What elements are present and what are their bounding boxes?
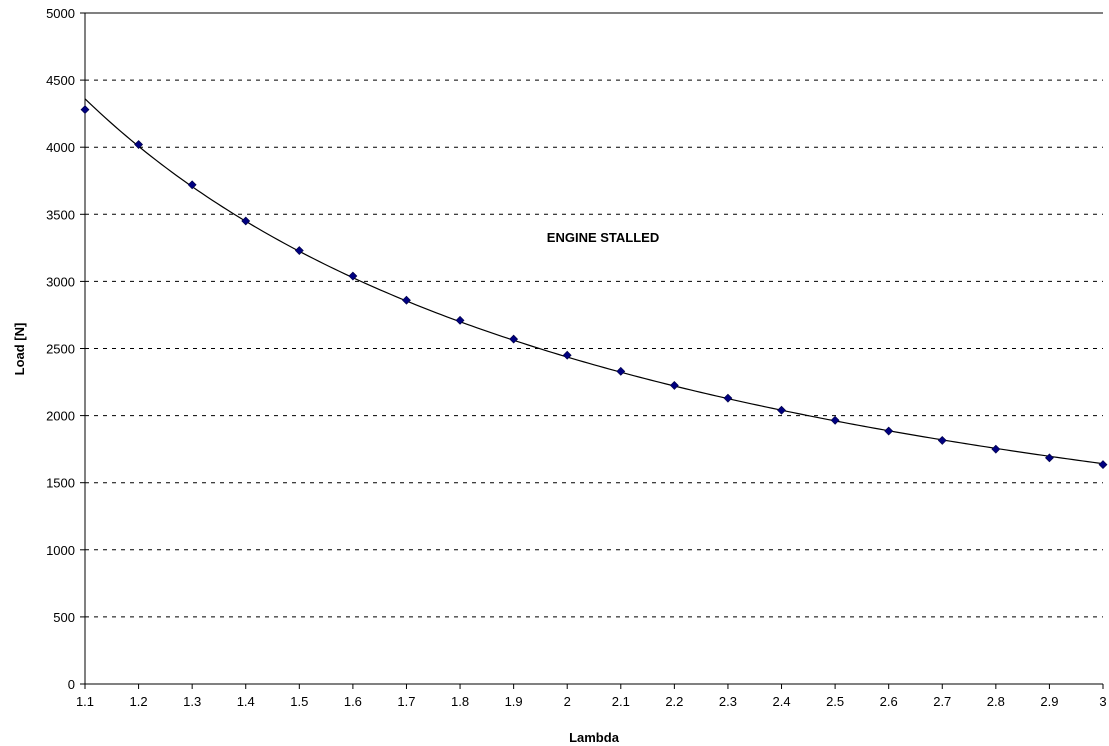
- ticks-layer: 0 500 1000 1500 2000 2500 3000 3500 4000 4500 5000…: [46, 6, 1107, 709]
- y-tick-label: 4000: [46, 140, 75, 155]
- data-point-marker: [669, 380, 679, 390]
- data-point-marker: [723, 393, 733, 403]
- data-point-marker: [616, 366, 626, 376]
- data-point-marker: [294, 246, 304, 255]
- data-point-marker: [937, 436, 947, 445]
- data-point-marker: [991, 444, 1001, 454]
- y-tick-label: 500: [53, 610, 75, 625]
- x-tick-label: 2.6: [880, 694, 898, 709]
- data-point-marker: [777, 405, 786, 415]
- y-tick-label: 1000: [46, 543, 75, 558]
- x-tick-label: 1.9: [505, 694, 523, 709]
- y-axis-title: Load [N]: [12, 323, 27, 376]
- y-tick-label: 3500: [46, 207, 75, 222]
- data-point-marker: [1098, 460, 1108, 470]
- x-tick-label: 3: [1099, 694, 1106, 709]
- data-point-marker: [562, 350, 572, 360]
- x-axis-title: Lambda: [569, 730, 620, 745]
- x-tick-label: 2.8: [987, 694, 1005, 709]
- y-tick-label: 2500: [46, 342, 75, 357]
- x-tick-label: 2.3: [719, 694, 737, 709]
- x-tick-label: 2.4: [772, 694, 790, 709]
- grid-layer: [85, 12, 1103, 618]
- data-point-marker: [830, 415, 840, 425]
- x-tick-label: 1.4: [237, 694, 255, 709]
- y-tick-label: 1500: [46, 476, 75, 491]
- y-tick-label: 3000: [46, 274, 75, 289]
- data-point-marker: [348, 271, 358, 281]
- y-tick-label: 0: [68, 677, 75, 692]
- data-point-marker: [241, 216, 251, 226]
- x-tick-label: 1.1: [76, 694, 94, 709]
- x-tick-label: 1.2: [130, 694, 148, 709]
- x-tick-label: 2.1: [612, 694, 630, 709]
- data-point-marker: [509, 334, 519, 344]
- power-trendline: [84, 98, 1104, 465]
- data-point-marker: [455, 315, 465, 325]
- x-tick-label: 2.2: [665, 694, 683, 709]
- y-tick-label: 5000: [46, 6, 75, 21]
- x-tick-label: 1.6: [344, 694, 362, 709]
- data-point-marker: [134, 140, 144, 149]
- x-tick-label: 2: [564, 694, 571, 709]
- y-tick-label: 2000: [46, 409, 75, 424]
- x-tick-label: 2.5: [826, 694, 844, 709]
- marker-layer: [80, 105, 1108, 470]
- x-tick-label: 2.7: [933, 694, 951, 709]
- data-point-marker: [1044, 453, 1054, 463]
- data-point-marker: [80, 105, 90, 115]
- data-point-marker: [884, 426, 894, 436]
- y-tick-label: 4500: [46, 73, 75, 88]
- x-tick-label: 1.3: [183, 694, 201, 709]
- engine-stalled-annotation: ENGINE STALLED: [547, 230, 659, 245]
- data-point-marker: [187, 180, 197, 190]
- x-tick-label: 2.9: [1040, 694, 1058, 709]
- x-tick-label: 1.5: [290, 694, 308, 709]
- data-point-marker: [402, 295, 411, 305]
- x-tick-label: 1.8: [451, 694, 469, 709]
- x-tick-label: 1.7: [397, 694, 415, 709]
